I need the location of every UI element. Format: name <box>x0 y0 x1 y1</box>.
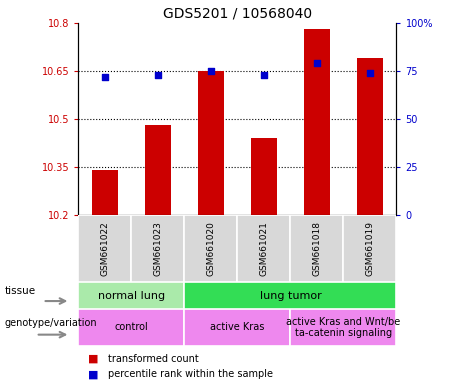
Text: lung tumor: lung tumor <box>260 291 321 301</box>
Bar <box>184 282 396 309</box>
Bar <box>290 215 343 282</box>
Bar <box>237 215 290 282</box>
Bar <box>304 30 330 215</box>
Text: percentile rank within the sample: percentile rank within the sample <box>108 369 273 379</box>
Point <box>101 74 109 80</box>
Bar <box>343 215 396 282</box>
Bar <box>78 215 131 282</box>
Bar <box>198 71 224 215</box>
Text: GSM661021: GSM661021 <box>260 221 268 276</box>
Bar <box>78 282 184 309</box>
Text: tissue: tissue <box>5 286 36 296</box>
Point <box>313 60 320 66</box>
Text: GSM661018: GSM661018 <box>313 221 321 276</box>
Text: control: control <box>114 322 148 333</box>
Point <box>260 72 267 78</box>
Text: active Kras: active Kras <box>210 322 265 333</box>
Bar <box>251 138 277 215</box>
Bar <box>131 215 184 282</box>
Bar <box>184 309 290 346</box>
Text: genotype/variation: genotype/variation <box>5 318 97 328</box>
Text: GSM661022: GSM661022 <box>100 221 109 276</box>
Point <box>207 68 214 74</box>
Text: GSM661019: GSM661019 <box>366 221 374 276</box>
Text: GSM661020: GSM661020 <box>207 221 215 276</box>
Point <box>154 72 162 78</box>
Bar <box>78 309 184 346</box>
Point <box>366 70 373 76</box>
Text: normal lung: normal lung <box>98 291 165 301</box>
Text: transformed count: transformed count <box>108 354 199 364</box>
Title: GDS5201 / 10568040: GDS5201 / 10568040 <box>163 7 312 20</box>
Text: active Kras and Wnt/be
ta-catenin signaling: active Kras and Wnt/be ta-catenin signal… <box>286 316 401 338</box>
Text: ■: ■ <box>88 354 98 364</box>
Bar <box>184 215 237 282</box>
Bar <box>92 170 118 215</box>
Bar <box>357 58 383 215</box>
Bar <box>290 309 396 346</box>
Text: ■: ■ <box>88 369 98 379</box>
Bar <box>145 126 171 215</box>
Text: GSM661023: GSM661023 <box>154 221 162 276</box>
